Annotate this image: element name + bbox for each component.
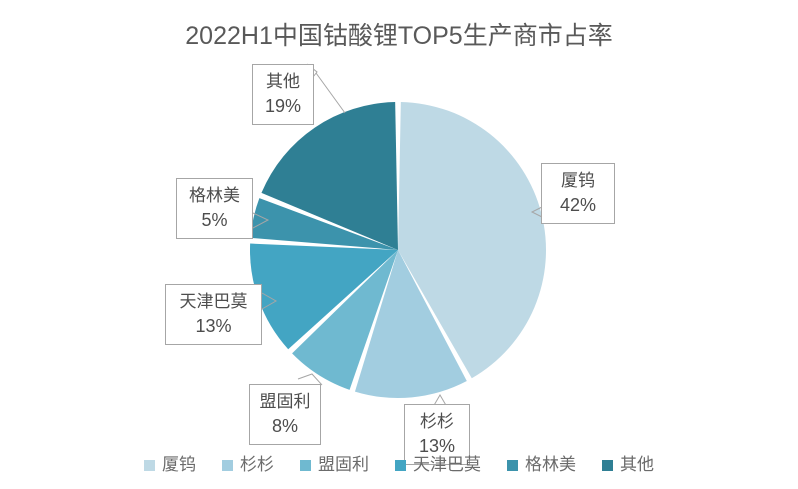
legend-swatch-icon bbox=[395, 459, 406, 471]
data-label-shanshan-category: 杉杉 bbox=[420, 412, 454, 431]
pie-slice[interactable] bbox=[398, 102, 546, 379]
pie-slice[interactable] bbox=[250, 198, 399, 250]
data-label-tianjinbamo: 天津巴莫 13% bbox=[165, 284, 262, 345]
data-label-qita: 其他 19% bbox=[252, 64, 314, 125]
legend-item-label: 格林美 bbox=[525, 455, 576, 474]
legend-swatch-icon bbox=[507, 459, 518, 471]
chart-legend: 厦钨 杉杉 盟固利 天津巴莫 格林美 其他 bbox=[0, 455, 798, 475]
legend-swatch-icon bbox=[602, 459, 613, 471]
data-label-xiawu-category: 厦钨 bbox=[561, 171, 595, 190]
pie-slice[interactable] bbox=[261, 102, 398, 250]
data-label-mengguli-percent: 8% bbox=[271, 416, 298, 436]
legend-item[interactable]: 厦钨 bbox=[144, 455, 196, 475]
pie-slice[interactable] bbox=[249, 243, 398, 350]
pie-slices-group bbox=[249, 102, 546, 399]
data-label-mengguli-category: 盟固利 bbox=[259, 392, 311, 411]
data-label-shanshan-percent: 13% bbox=[418, 436, 456, 456]
data-label-xiawu: 厦钨 42% bbox=[541, 163, 615, 224]
data-label-gelinmei-percent: 5% bbox=[201, 210, 228, 230]
data-label-xiawu-percent: 42% bbox=[559, 195, 597, 215]
legend-item-label: 杉杉 bbox=[240, 455, 274, 474]
data-label-tianjinbamo-category: 天津巴莫 bbox=[179, 292, 248, 311]
chart-title: 2022H1中国钴酸锂TOP5生产商市占率 bbox=[185, 22, 613, 50]
pie-slice[interactable] bbox=[292, 250, 398, 390]
data-label-gelinmei-category: 格林美 bbox=[189, 186, 240, 205]
legend-swatch-icon bbox=[300, 459, 311, 471]
pie-slice[interactable] bbox=[354, 250, 467, 399]
legend-item[interactable]: 盟固利 bbox=[300, 455, 369, 475]
legend-item-label: 天津巴莫 bbox=[413, 455, 481, 474]
data-label-qita-category: 其他 bbox=[266, 72, 300, 91]
legend-item-label: 盟固利 bbox=[318, 455, 369, 474]
legend-item[interactable]: 杉杉 bbox=[222, 455, 274, 475]
legend-swatch-icon bbox=[222, 459, 233, 471]
data-label-shanshan: 杉杉 13% bbox=[404, 404, 470, 465]
legend-item-label: 其他 bbox=[620, 455, 654, 474]
data-label-tianjinbamo-percent: 13% bbox=[195, 316, 232, 336]
legend-item-label: 厦钨 bbox=[162, 455, 196, 474]
data-label-qita-percent: 19% bbox=[264, 96, 302, 116]
legend-item[interactable]: 其他 bbox=[602, 455, 654, 475]
legend-swatch-icon bbox=[144, 459, 155, 471]
data-label-gelinmei: 格林美 5% bbox=[176, 178, 253, 239]
legend-item[interactable]: 天津巴莫 bbox=[395, 455, 481, 475]
legend-item[interactable]: 格林美 bbox=[507, 455, 576, 475]
data-label-mengguli: 盟固利 8% bbox=[249, 384, 321, 445]
